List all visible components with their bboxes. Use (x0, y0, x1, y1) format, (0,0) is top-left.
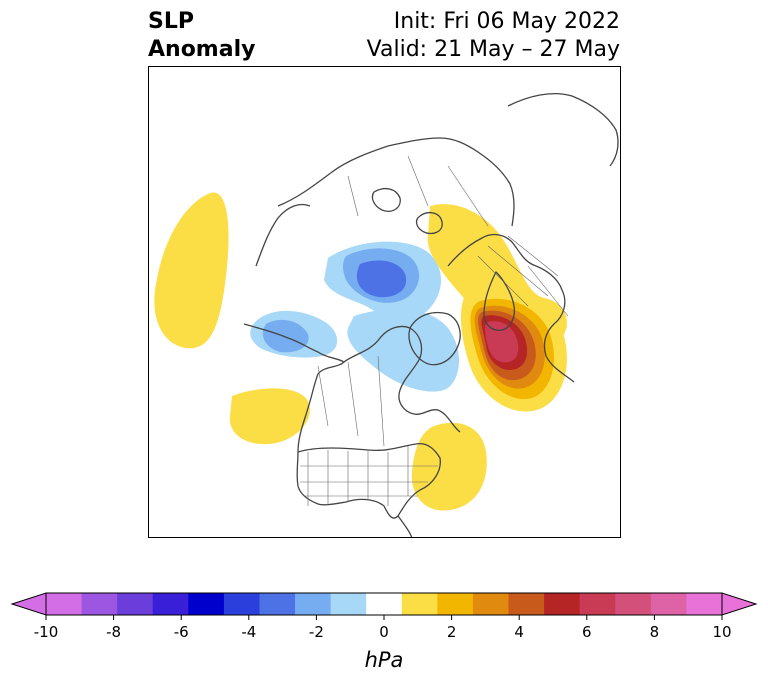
init-date: Init: Fri 06 May 2022 (393, 9, 620, 34)
north-atlantic-high (460, 282, 567, 412)
colorbar-swatch (686, 593, 723, 615)
colorbar-tick-label: -8 (106, 623, 121, 641)
colorbar-tick-label: 2 (447, 623, 457, 641)
forecast-dates: Init: Fri 06 May 2022 Valid: 21 May – 27… (367, 8, 620, 64)
political-borders (300, 155, 569, 506)
colorbar-tick-label: -2 (309, 623, 324, 641)
title-field: Anomaly (148, 37, 256, 62)
colorbar-tick-label: -6 (174, 623, 189, 641)
colorbar-tick-label: 6 (582, 623, 592, 641)
colorbar-tick-label: -10 (34, 623, 59, 641)
colorbar-unit-label: hPa (365, 648, 404, 672)
colorbar-tick-label: 10 (712, 623, 731, 641)
map-frame (148, 66, 621, 538)
colorbar-segments (10, 592, 758, 616)
anomaly-shading (154, 192, 567, 511)
colorbar-swatch (81, 593, 118, 615)
colorbar-extend-min (10, 592, 47, 616)
colorbar-tick-label: 8 (650, 623, 660, 641)
colorbar-swatch (117, 593, 154, 615)
canadian-arctic-low (347, 308, 460, 392)
barents-kara-low (324, 241, 442, 319)
colorbar-swatch (259, 593, 296, 615)
northeast-pacific-high (229, 388, 310, 445)
colorbar-swatch (615, 593, 652, 615)
slp-anomaly-map (148, 66, 621, 538)
colorbar-tick-label: -4 (241, 623, 256, 641)
western-atlantic-high (411, 422, 487, 511)
colorbar-extend-max (721, 592, 758, 616)
colorbar-swatch (401, 593, 438, 615)
colorbar-swatch (366, 593, 403, 615)
map-title: SLP Anomaly (148, 8, 255, 64)
colorbar-swatch (330, 593, 367, 615)
north-pacific-high (154, 192, 229, 349)
colorbar-swatch (650, 593, 687, 615)
title-variable: SLP (148, 9, 194, 34)
colorbar-swatch (188, 593, 225, 615)
coastlines (243, 93, 619, 538)
colorbar-swatch (437, 593, 474, 615)
colorbar-tick-label: 4 (514, 623, 524, 641)
colorbar-swatch (508, 593, 545, 615)
colorbar: -10 -8 -6 -4 -2 0 2 4 6 8 10 hPa (10, 592, 758, 672)
colorbar-swatch (544, 593, 581, 615)
bering-low (250, 310, 338, 358)
colorbar-swatch (46, 593, 83, 615)
colorbar-ticks: -10 -8 -6 -4 -2 0 2 4 6 8 10 (34, 615, 732, 641)
colorbar-swatch (152, 593, 189, 615)
colorbar-swatch (579, 593, 616, 615)
colorbar-tick-label: 0 (379, 623, 389, 641)
colorbar-swatch (223, 593, 260, 615)
colorbar-swatch (472, 593, 510, 615)
colorbar-swatch (295, 593, 332, 615)
valid-period: Valid: 21 May – 27 May (366, 37, 620, 62)
